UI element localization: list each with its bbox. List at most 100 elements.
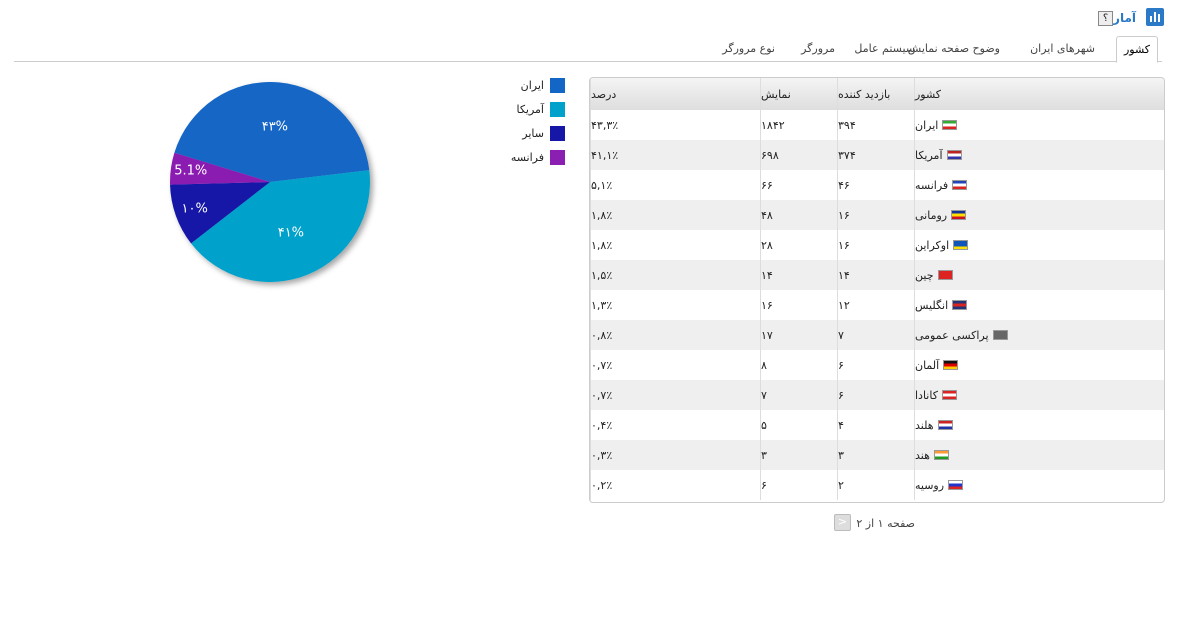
- table-cell: ۶: [837, 350, 914, 380]
- cell-text: آمریکا: [915, 148, 943, 162]
- table-row: کانادا ۶ ۷ ۰,۷٪: [590, 380, 1164, 410]
- table-cell: آمریکا: [914, 140, 1164, 170]
- slice-label: 5.1%: [174, 164, 207, 179]
- table-cell: ۶: [837, 380, 914, 410]
- table-cell: ۶۹۸: [760, 140, 837, 170]
- cell-text: ۰,۴٪: [591, 418, 613, 432]
- tab[interactable]: شهرهای ایران: [1030, 42, 1095, 55]
- flag-icon: [948, 480, 964, 490]
- cell-text: ۱۴: [761, 268, 773, 282]
- cell-text: آلمان: [915, 358, 940, 372]
- flag-icon: [946, 150, 962, 160]
- table-cell: ۳: [837, 440, 914, 470]
- table-cell: پراکسی عمومی: [914, 320, 1164, 350]
- flag-icon: [952, 300, 968, 310]
- legend-label: آمریکا: [516, 102, 544, 116]
- flag-icon: [953, 240, 969, 250]
- cell-text: ۷: [761, 388, 767, 402]
- table-cell: ۴۱,۱٪: [590, 140, 760, 170]
- table-cell: ۰,۷٪: [590, 380, 760, 410]
- legend-label: سایر: [521, 127, 544, 140]
- table-cell: ۲۸: [760, 230, 837, 260]
- cell-text: روسیه: [915, 478, 945, 492]
- cell-text: ۲۸: [761, 238, 773, 252]
- table-cell: ۱۴: [837, 260, 914, 290]
- cell-text: ۰,۲٪: [591, 478, 613, 492]
- tab[interactable]: سیستم عامل: [854, 42, 915, 55]
- table-cell: ۱۶: [837, 230, 914, 260]
- tab[interactable]: نوع مرورگر: [722, 42, 775, 55]
- table-cell: ۷: [760, 380, 837, 410]
- pie-slice: [174, 82, 370, 182]
- table-cell: ۵,۱٪: [590, 170, 760, 200]
- cell-text: انگلیس: [915, 298, 949, 312]
- column-header[interactable]: کشور: [914, 78, 1164, 110]
- flag-icon: [937, 270, 953, 280]
- column-header[interactable]: بازدید کننده: [837, 78, 914, 110]
- table-cell: ۴۶: [837, 170, 914, 200]
- cell-text: ۳۹۴: [838, 118, 856, 132]
- cell-text: ۴۳,۳٪: [591, 118, 619, 132]
- table-row: انگلیس ۱۲ ۱۶ ۱,۳٪: [590, 290, 1164, 320]
- cell-text: ۴۸: [761, 208, 773, 222]
- cell-text: رومانی: [915, 208, 948, 222]
- cell-text: ۶: [838, 388, 844, 402]
- table-cell: ۴: [837, 410, 914, 440]
- table-cell: ۳۷۴: [837, 140, 914, 170]
- cell-text: فرانسه: [915, 178, 949, 192]
- table-row: هلند ۴ ۵ ۰,۴٪: [590, 410, 1164, 440]
- table-cell: ۸: [760, 350, 837, 380]
- table-cell: ۱,۸٪: [590, 230, 760, 260]
- next-page[interactable]: >: [834, 514, 851, 531]
- flag-icon: [941, 390, 957, 400]
- cell-text: ۱۶: [761, 298, 773, 312]
- cell-text: ۰,۷٪: [591, 388, 613, 402]
- table-cell: ۱۲: [837, 290, 914, 320]
- table-row: روسیه ۲ ۶ ۰,۲٪: [590, 470, 1164, 500]
- column-header[interactable]: نمایش: [760, 78, 837, 110]
- stats-icon: [1146, 8, 1164, 26]
- header-title: آمار: [1113, 11, 1136, 25]
- country-table: کشور بازدید کننده نمایش درصد ایران ۳۹۴ ۱۸۴۲ ۴۳,…: [589, 77, 1165, 503]
- table-cell: ۱۸۴۲: [760, 110, 837, 140]
- cell-text: ۳: [838, 448, 844, 462]
- cell-text: ۰,۸٪: [591, 328, 613, 342]
- cell-text: ۶۹۸: [761, 148, 779, 162]
- table-row: پراکسی عمومی ۷ ۱۷ ۰,۸٪: [590, 320, 1164, 350]
- cell-text: ۱۸۴۲: [761, 118, 785, 132]
- cell-text: ۴۱,۱٪: [591, 148, 619, 162]
- cell-text: هلند: [915, 418, 934, 432]
- table-cell: آلمان: [914, 350, 1164, 380]
- table-cell: ۶: [760, 470, 837, 500]
- table-header-row: کشور بازدید کننده نمایش درصد: [590, 78, 1164, 110]
- cell-text: ۰,۷٪: [591, 358, 613, 372]
- table-cell: فرانسه: [914, 170, 1164, 200]
- cell-text: ۴: [838, 418, 844, 432]
- cell-text: ۶: [838, 358, 844, 372]
- flag-icon: [937, 420, 953, 430]
- table-cell: ۱,۸٪: [590, 200, 760, 230]
- cell-text: ۱۶: [838, 208, 850, 222]
- table-cell: کانادا: [914, 380, 1164, 410]
- table-cell: ۴۳,۳٪: [590, 110, 760, 140]
- cell-text: ۱,۳٪: [591, 298, 613, 312]
- help-button[interactable]: ؟: [1098, 11, 1113, 26]
- table-cell: اوکراین: [914, 230, 1164, 260]
- legend-swatch: [550, 102, 565, 117]
- cell-text: ۳۷۴: [838, 148, 856, 162]
- cell-text: ۸: [761, 358, 767, 372]
- tab[interactable]: مرورگر: [801, 42, 835, 55]
- legend-swatch: [550, 126, 565, 141]
- table-cell: ۵: [760, 410, 837, 440]
- table-row: فرانسه ۴۶ ۶۶ ۵,۱٪: [590, 170, 1164, 200]
- cell-text: ۱,۸٪: [591, 238, 613, 252]
- table-cell: هند: [914, 440, 1164, 470]
- table-row: هند ۳ ۳ ۰,۳٪: [590, 440, 1164, 470]
- tab[interactable]: وضوح صفحه نمایش: [907, 42, 1000, 55]
- cell-text: ۱,۵٪: [591, 268, 613, 282]
- cell-text: ۱۶: [838, 238, 850, 252]
- column-header[interactable]: درصد: [590, 78, 760, 110]
- tab[interactable]: کشور: [1115, 36, 1158, 63]
- table-cell: ۱,۵٪: [590, 260, 760, 290]
